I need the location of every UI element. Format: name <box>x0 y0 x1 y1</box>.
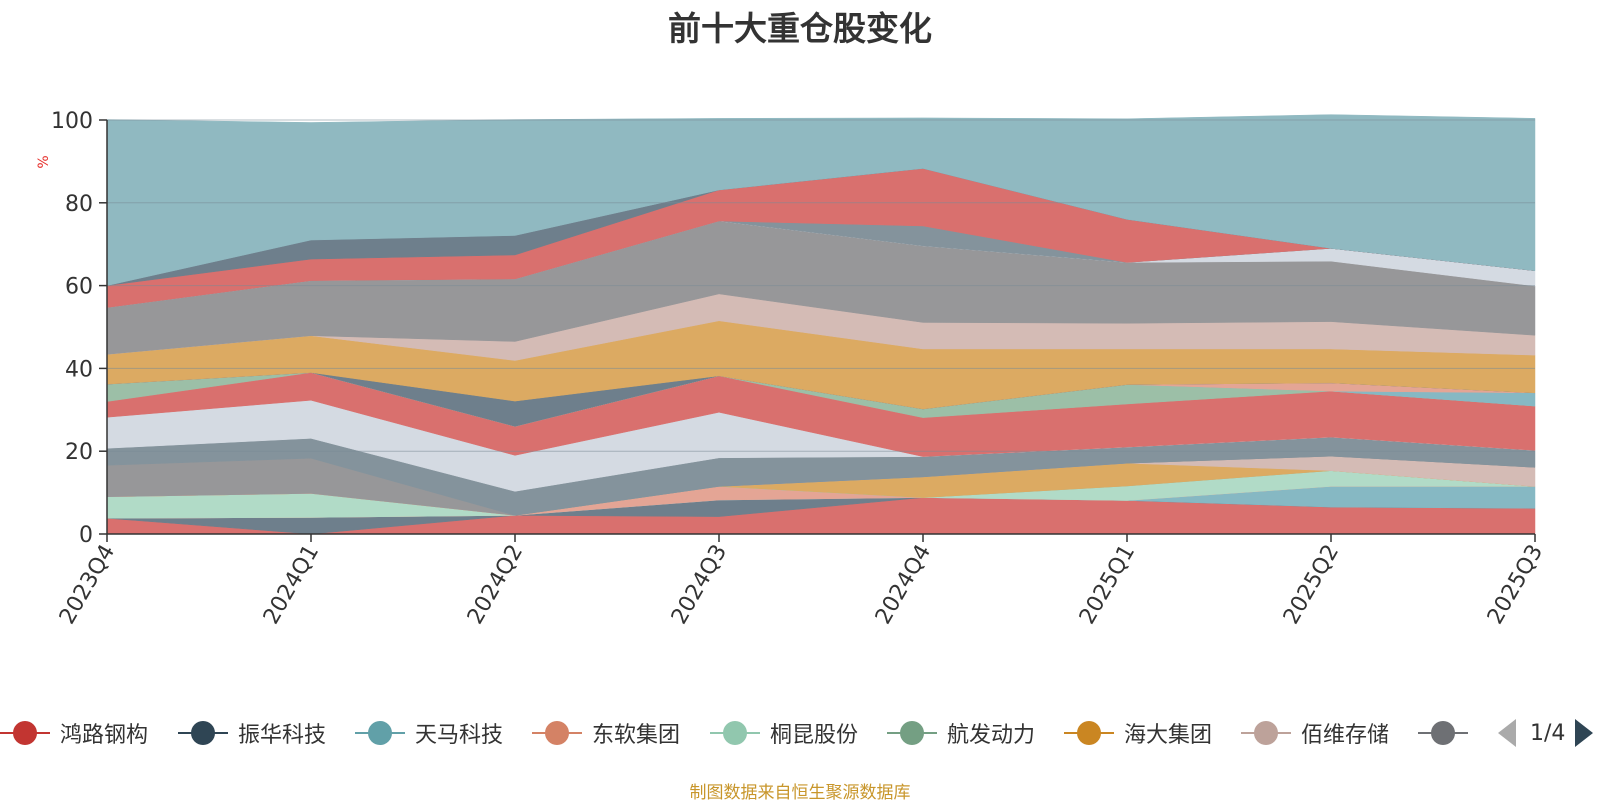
x-tick-label: 2025Q3 <box>1483 541 1548 629</box>
legend-prev-page-icon[interactable] <box>1498 719 1516 747</box>
y-tick-label: 20 <box>65 440 93 465</box>
legend-label: 鸿路钢构 <box>60 723 149 748</box>
legend-pager: 1/4 <box>1498 713 1600 753</box>
legend-swatch-icon <box>178 719 228 747</box>
legend-swatch-icon <box>710 719 760 747</box>
y-tick-label: 80 <box>65 192 93 217</box>
legend-swatch-icon <box>355 719 405 747</box>
grid-lines <box>107 119 1535 452</box>
legend-label: 天马科技 <box>415 723 504 748</box>
legend-label: 东软集团 <box>592 723 681 748</box>
legend-item[interactable]: 天马科技 <box>355 713 503 753</box>
area-series-layer <box>106 114 1536 535</box>
area-series-23 <box>106 114 1536 286</box>
legend-label: 振华科技 <box>238 723 327 748</box>
y-tick-label: 60 <box>65 275 93 300</box>
legend-item[interactable]: 桐昆股份 <box>710 713 858 753</box>
y-tick-label: 40 <box>65 357 93 382</box>
legend: 鸿路钢构 振华科技 天马科技 东软集团 桐昆股份 航发动力 海大集团 佰维存储 1/4 <box>0 713 1600 753</box>
x-tick-label: 2023Q4 <box>55 541 120 629</box>
legend-item[interactable]: 振华科技 <box>178 713 326 753</box>
legend-label: 佰维存储 <box>1301 723 1390 748</box>
x-tick-label: 2024Q2 <box>463 541 528 629</box>
legend-items-viewport: 鸿路钢构 振华科技 天马科技 东软集团 桐昆股份 航发动力 海大集团 佰维存储 <box>0 713 1483 753</box>
legend-next-page-icon[interactable] <box>1575 719 1594 747</box>
legend-swatch-icon <box>532 719 582 747</box>
stacked-area-chart: 0 20 40 60 80 100 2023Q4 2024Q1 2024Q2 2024Q3 2024… <box>36 109 1548 629</box>
y-tick-label: 0 <box>79 523 93 548</box>
legend-label: 桐昆股份 <box>770 723 859 748</box>
legend-swatch-icon <box>1064 719 1114 747</box>
legend-swatch-icon <box>887 719 937 747</box>
x-tick-label: 2025Q1 <box>1075 541 1140 629</box>
legend-item[interactable]: 鸿路钢构 <box>0 713 148 753</box>
legend-swatch-icon <box>1241 719 1291 747</box>
legend-label: 海大集团 <box>1124 723 1213 748</box>
chart-title: 前十大重仓股变化 <box>668 9 932 48</box>
y-tick-label: 100 <box>51 109 93 134</box>
legend-label: 航发动力 <box>947 723 1036 748</box>
legend-item[interactable]: 佰维存储 <box>1241 713 1389 753</box>
legend-swatch-icon <box>1418 719 1468 747</box>
x-tick-label: 2024Q1 <box>259 541 324 629</box>
x-tick-label: 2024Q3 <box>667 541 732 629</box>
legend-item[interactable]: 航发动力 <box>887 713 1035 753</box>
legend-page-indicator: 1/4 <box>1530 720 1566 746</box>
x-tick-label: 2024Q4 <box>871 541 936 629</box>
legend-item[interactable]: 海大集团 <box>1064 713 1212 753</box>
legend-swatch-icon <box>0 719 50 747</box>
legend-item[interactable]: 东软集团 <box>532 713 680 753</box>
source-note: 制图数据来自恒生聚源数据库 <box>689 783 911 803</box>
legend-item[interactable] <box>1418 713 1468 753</box>
y-axis-unit-label: % <box>36 155 52 168</box>
x-tick-label: 2025Q2 <box>1279 541 1344 629</box>
